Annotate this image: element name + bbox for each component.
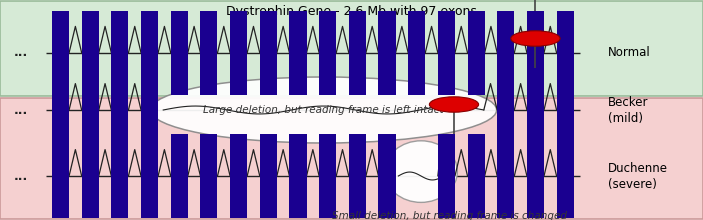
Text: Small deletion, but reading frame is changed: Small deletion, but reading frame is cha… [332,211,567,220]
Bar [141,134,158,218]
Bar [527,11,544,95]
Text: Normal: Normal [608,46,651,59]
Text: ...: ... [14,103,28,117]
Bar [497,134,515,218]
Bar [230,11,247,95]
Bar [408,11,425,95]
Bar [319,11,336,95]
Bar [438,11,455,95]
Bar [378,11,396,95]
Bar [467,134,484,218]
Bar [82,134,98,218]
Bar [467,11,484,95]
Bar [290,11,307,95]
Bar [82,11,98,95]
Bar [171,134,188,218]
Bar [260,11,277,95]
Bar [557,68,574,152]
Bar [378,134,396,218]
Bar [111,11,129,95]
Bar [0,98,703,219]
Ellipse shape [150,77,496,143]
Bar [260,134,277,218]
Bar [438,134,455,218]
Circle shape [511,31,560,46]
Bar [319,134,336,218]
Bar [200,11,217,95]
Bar [141,68,158,152]
Bar [497,68,515,152]
Bar [349,11,366,95]
Bar [0,1,703,96]
Bar [52,11,69,95]
Bar [557,11,574,95]
Bar [290,134,307,218]
Text: Becker
(mild): Becker (mild) [608,95,649,125]
Bar [111,68,129,152]
Bar [52,68,69,152]
Bar [82,68,98,152]
Bar [171,11,188,95]
Bar [52,134,69,218]
Bar [141,11,158,95]
Text: Large deletion, but reading frame is left intact: Large deletion, but reading frame is lef… [203,105,444,115]
Circle shape [430,97,479,112]
Ellipse shape [385,141,458,202]
Text: ...: ... [14,169,28,183]
Bar [230,134,247,218]
Bar [527,68,544,152]
Bar [497,11,515,95]
Text: Duchenne
(severe): Duchenne (severe) [608,161,668,191]
Bar [527,134,544,218]
Bar [200,134,217,218]
Bar [349,134,366,218]
Bar [557,134,574,218]
Text: ...: ... [14,46,28,59]
Bar [111,134,129,218]
Text: Dystrophin Gene - 2.6 Mb with 97 exons: Dystrophin Gene - 2.6 Mb with 97 exons [226,6,477,18]
